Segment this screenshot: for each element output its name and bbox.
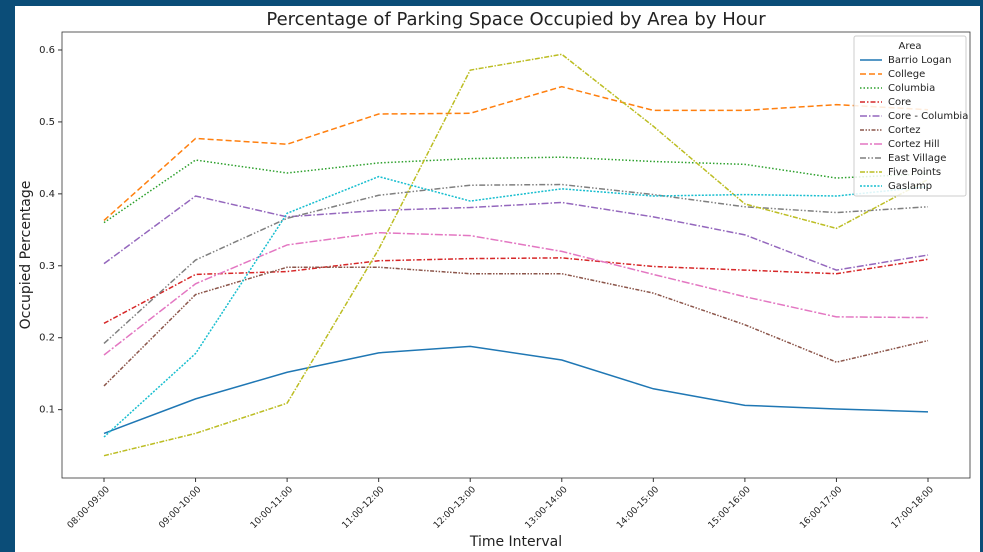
figure-background xyxy=(15,6,980,552)
x-axis-label: Time Interval xyxy=(469,534,562,550)
legend-box xyxy=(853,35,967,197)
series-line xyxy=(103,266,929,387)
legend-label: Core - Columbia xyxy=(888,111,968,122)
legend-label: East Village xyxy=(888,153,946,164)
y-tick-label: 0.4 xyxy=(39,189,55,200)
legend-label: Barrio Logan xyxy=(888,55,951,66)
chart-title: Percentage of Parking Space Occupied by … xyxy=(266,9,766,30)
legend-label: Columbia xyxy=(888,83,935,94)
legend-label: Core xyxy=(888,97,911,108)
series-line xyxy=(103,85,929,222)
y-tick-label: 0.3 xyxy=(39,261,55,272)
series-line xyxy=(103,345,929,435)
legend-label: Gaslamp xyxy=(888,181,932,192)
legend-label: College xyxy=(888,69,925,80)
series-line xyxy=(103,183,929,345)
legend-label: Five Points xyxy=(888,167,941,178)
y-tick-label: 0.5 xyxy=(39,117,55,128)
legend-title: Area xyxy=(898,41,921,52)
series-line xyxy=(103,195,929,271)
plot-frame xyxy=(61,31,971,479)
y-axis-label: Occupied Percentage xyxy=(18,181,34,330)
series-line xyxy=(103,156,929,224)
series-line xyxy=(103,231,929,356)
y-tick-label: 0.2 xyxy=(39,333,55,344)
y-tick-label: 0.1 xyxy=(39,405,55,416)
legend-label: Cortez xyxy=(888,125,921,136)
y-tick-label: 0.6 xyxy=(39,45,55,56)
legend-label: Cortez Hill xyxy=(888,139,940,150)
series-line xyxy=(103,175,929,438)
series-line xyxy=(103,257,929,325)
series-line xyxy=(103,53,929,457)
